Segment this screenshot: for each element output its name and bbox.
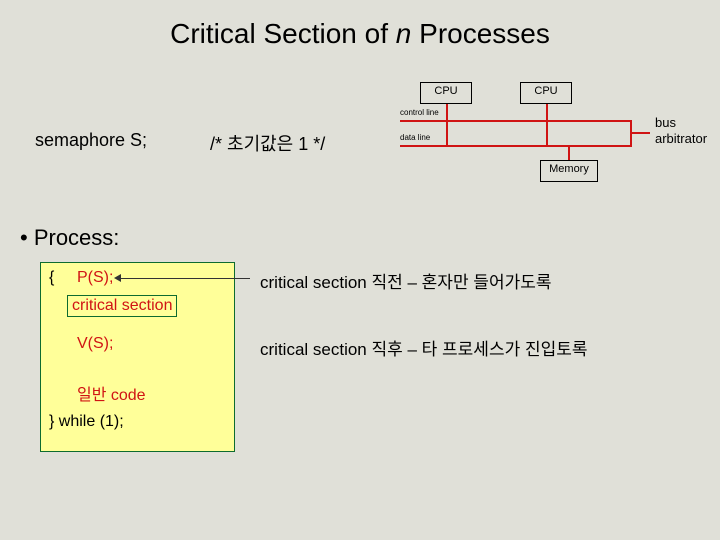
code-while: } while (1); [49, 413, 124, 431]
title-part1: Critical Section of [170, 18, 396, 49]
memory-label: Memory [549, 163, 589, 175]
ps-arrow [120, 278, 250, 279]
explain-vs: critical section 직후 – 타 프로세스가 진입토록 [260, 335, 588, 360]
code-box: { P(S); critical section V(S); 일반 code }… [40, 262, 235, 452]
arbitrator-stub [630, 132, 650, 134]
data-bus-line [400, 145, 630, 147]
ps-arrow-head [114, 274, 121, 282]
code-normal: 일반 code [77, 381, 146, 405]
code-critical-section: critical section [67, 295, 177, 317]
code-vs: V(S); [77, 335, 113, 353]
cpu-box-2: CPU [520, 82, 572, 104]
memory-box: Memory [540, 160, 598, 182]
code-ps: P(S); [77, 269, 113, 287]
process-heading: • Process: [20, 225, 119, 251]
explain-ps: critical section 직전 – 혼자만 들어가도록 [260, 268, 552, 293]
cpu-box-1: CPU [420, 82, 472, 104]
cpu2-drop-line [546, 104, 548, 145]
code-brace-open: { [49, 269, 54, 287]
semaphore-declaration: semaphore S; [35, 130, 147, 151]
cpu1-drop-line [446, 104, 448, 145]
title-part2: Processes [411, 18, 550, 49]
cpu-1-label: CPU [434, 85, 457, 97]
cpu-2-label: CPU [534, 85, 557, 97]
control-line-label: control line [400, 108, 439, 117]
bus-arbitrator-label: bus arbitrator [655, 115, 707, 146]
page-title: Critical Section of n Processes [0, 18, 720, 50]
data-line-label: data line [400, 133, 430, 142]
memory-drop-line [568, 145, 570, 160]
control-bus-line [400, 120, 630, 122]
init-comment: /* 초기값은 1 */ [210, 130, 325, 156]
title-italic-n: n [396, 18, 412, 49]
